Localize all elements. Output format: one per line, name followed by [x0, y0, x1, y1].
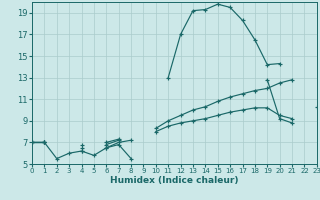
X-axis label: Humidex (Indice chaleur): Humidex (Indice chaleur)	[110, 176, 239, 185]
